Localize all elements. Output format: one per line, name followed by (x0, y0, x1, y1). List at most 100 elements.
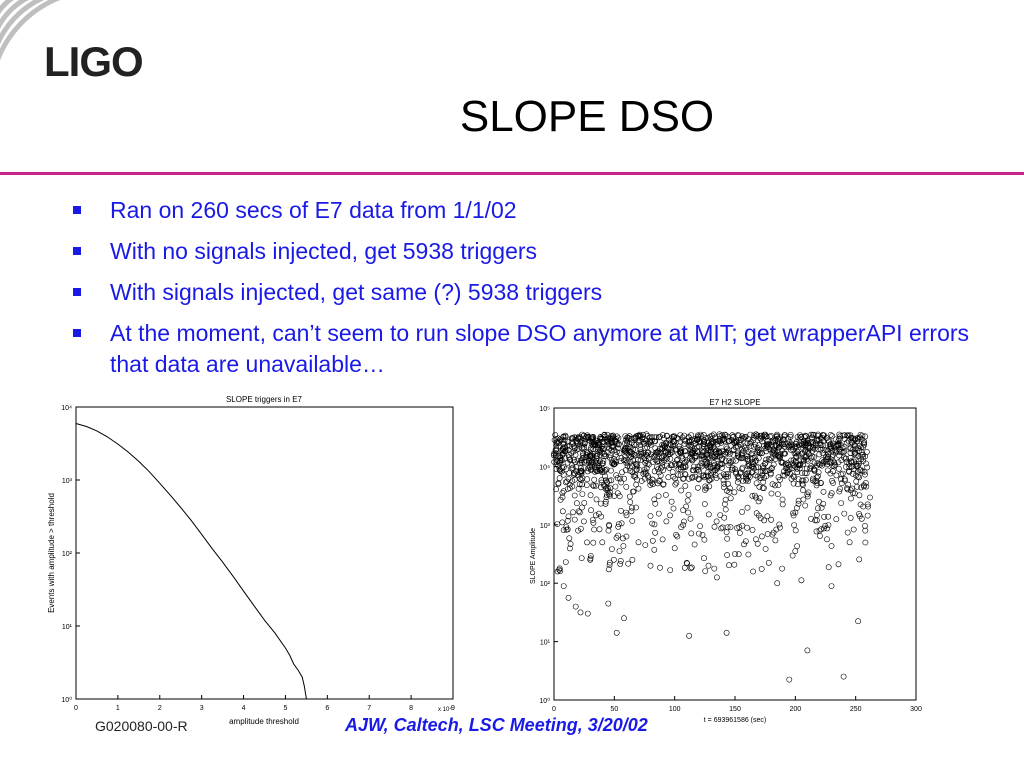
scatter-point (579, 491, 586, 497)
scatter-point (648, 434, 655, 440)
scatter-point (673, 531, 679, 538)
scatter-point (683, 559, 690, 566)
scatter-point (838, 471, 845, 478)
scatter-point (688, 444, 695, 450)
scatter-point (618, 520, 625, 527)
bullet-square-icon (73, 247, 81, 255)
scatter-point (694, 484, 701, 491)
scatter-point (618, 507, 624, 514)
scatter-point (760, 485, 767, 491)
scatter-point (742, 538, 749, 545)
scatter-point (825, 513, 832, 520)
scatter-point (581, 518, 587, 525)
scatter-point (590, 482, 596, 489)
scatter-point (780, 472, 787, 478)
scatter-point (584, 610, 591, 617)
scatter-point (626, 452, 633, 459)
scatter-point (857, 501, 864, 508)
scatter-point (685, 491, 692, 498)
scatter-point (748, 451, 755, 458)
scatter-point (767, 433, 773, 440)
scatter-point (629, 518, 636, 524)
scatter-point (781, 450, 788, 457)
scatter-point (587, 437, 593, 444)
scatter-point (760, 479, 767, 485)
scatter-point (565, 447, 572, 453)
scatter-point (705, 511, 712, 518)
scatter-point (841, 510, 848, 517)
scatter-point (630, 473, 637, 479)
scatter-point (795, 451, 802, 458)
scatter-point (742, 445, 748, 451)
scatter-point (657, 433, 663, 440)
scatter-point (601, 432, 608, 439)
scatter-point (865, 503, 872, 510)
scatter-point (774, 433, 780, 439)
scatter-point (590, 539, 597, 546)
scatter-point (572, 603, 579, 610)
scatter-point (861, 468, 868, 475)
scatter-point (847, 450, 854, 456)
scatter-point (744, 524, 750, 531)
scatter-point (748, 443, 754, 449)
scatter-point (594, 468, 600, 475)
x-tick-label: 300 (910, 706, 922, 713)
scatter-point (794, 469, 801, 475)
scatter-point (802, 440, 809, 447)
scatter-point (745, 551, 752, 558)
scatter-point (795, 500, 802, 507)
scatter-point (848, 434, 854, 441)
scatter-point (591, 483, 597, 489)
scatter-point (832, 449, 839, 456)
scatter-point (637, 441, 644, 448)
scatter-point (558, 447, 565, 454)
scatter-point (607, 435, 613, 442)
scatter-point (829, 440, 836, 447)
scatter-point (818, 526, 824, 533)
scatter-point (831, 459, 838, 466)
scatter-point (787, 431, 794, 438)
scatter-point (639, 434, 646, 441)
scatter-point (772, 437, 779, 444)
scatter-point (628, 453, 635, 460)
scatter-point (793, 505, 800, 511)
scatter-point (555, 453, 561, 459)
scatter-point (551, 437, 558, 443)
scatter-point (559, 465, 566, 471)
scatter-point (663, 433, 670, 439)
scatter-point (718, 525, 725, 532)
scatter-point (768, 490, 775, 497)
scatter-point (649, 520, 656, 527)
scatter-point (710, 460, 717, 466)
x-tick-label: 7 (367, 705, 371, 712)
scatter-point (723, 487, 730, 494)
scatter-point (815, 437, 822, 443)
scatter-point (622, 440, 628, 447)
scatter-point (615, 532, 621, 539)
scatter-point (629, 556, 636, 563)
scatter-point (792, 509, 799, 516)
scatter-point (845, 468, 852, 474)
scatter-point (593, 460, 599, 466)
scatter-point (665, 474, 672, 481)
scatter-point (684, 560, 690, 567)
x-tick-label: 6 (325, 705, 329, 712)
scatter-point (743, 446, 750, 453)
scatter-point (769, 531, 776, 538)
scatter-point (803, 453, 810, 460)
scatter-point (587, 492, 594, 499)
scatter-point (554, 521, 561, 527)
scatter-point (837, 486, 843, 492)
scatter-point (674, 456, 681, 463)
scatter-point (701, 536, 708, 543)
scatter-point (667, 512, 673, 519)
x-tick-label: 250 (850, 706, 862, 713)
y-tick-label: 10⁵ (539, 406, 550, 413)
scatter-point (717, 473, 724, 480)
scatter-point (580, 455, 586, 462)
scatter-point (778, 439, 785, 446)
x-tick-label: 0 (552, 706, 556, 713)
scatter-point (695, 463, 701, 470)
scatter-point (721, 480, 728, 487)
scatter-point (719, 432, 726, 439)
